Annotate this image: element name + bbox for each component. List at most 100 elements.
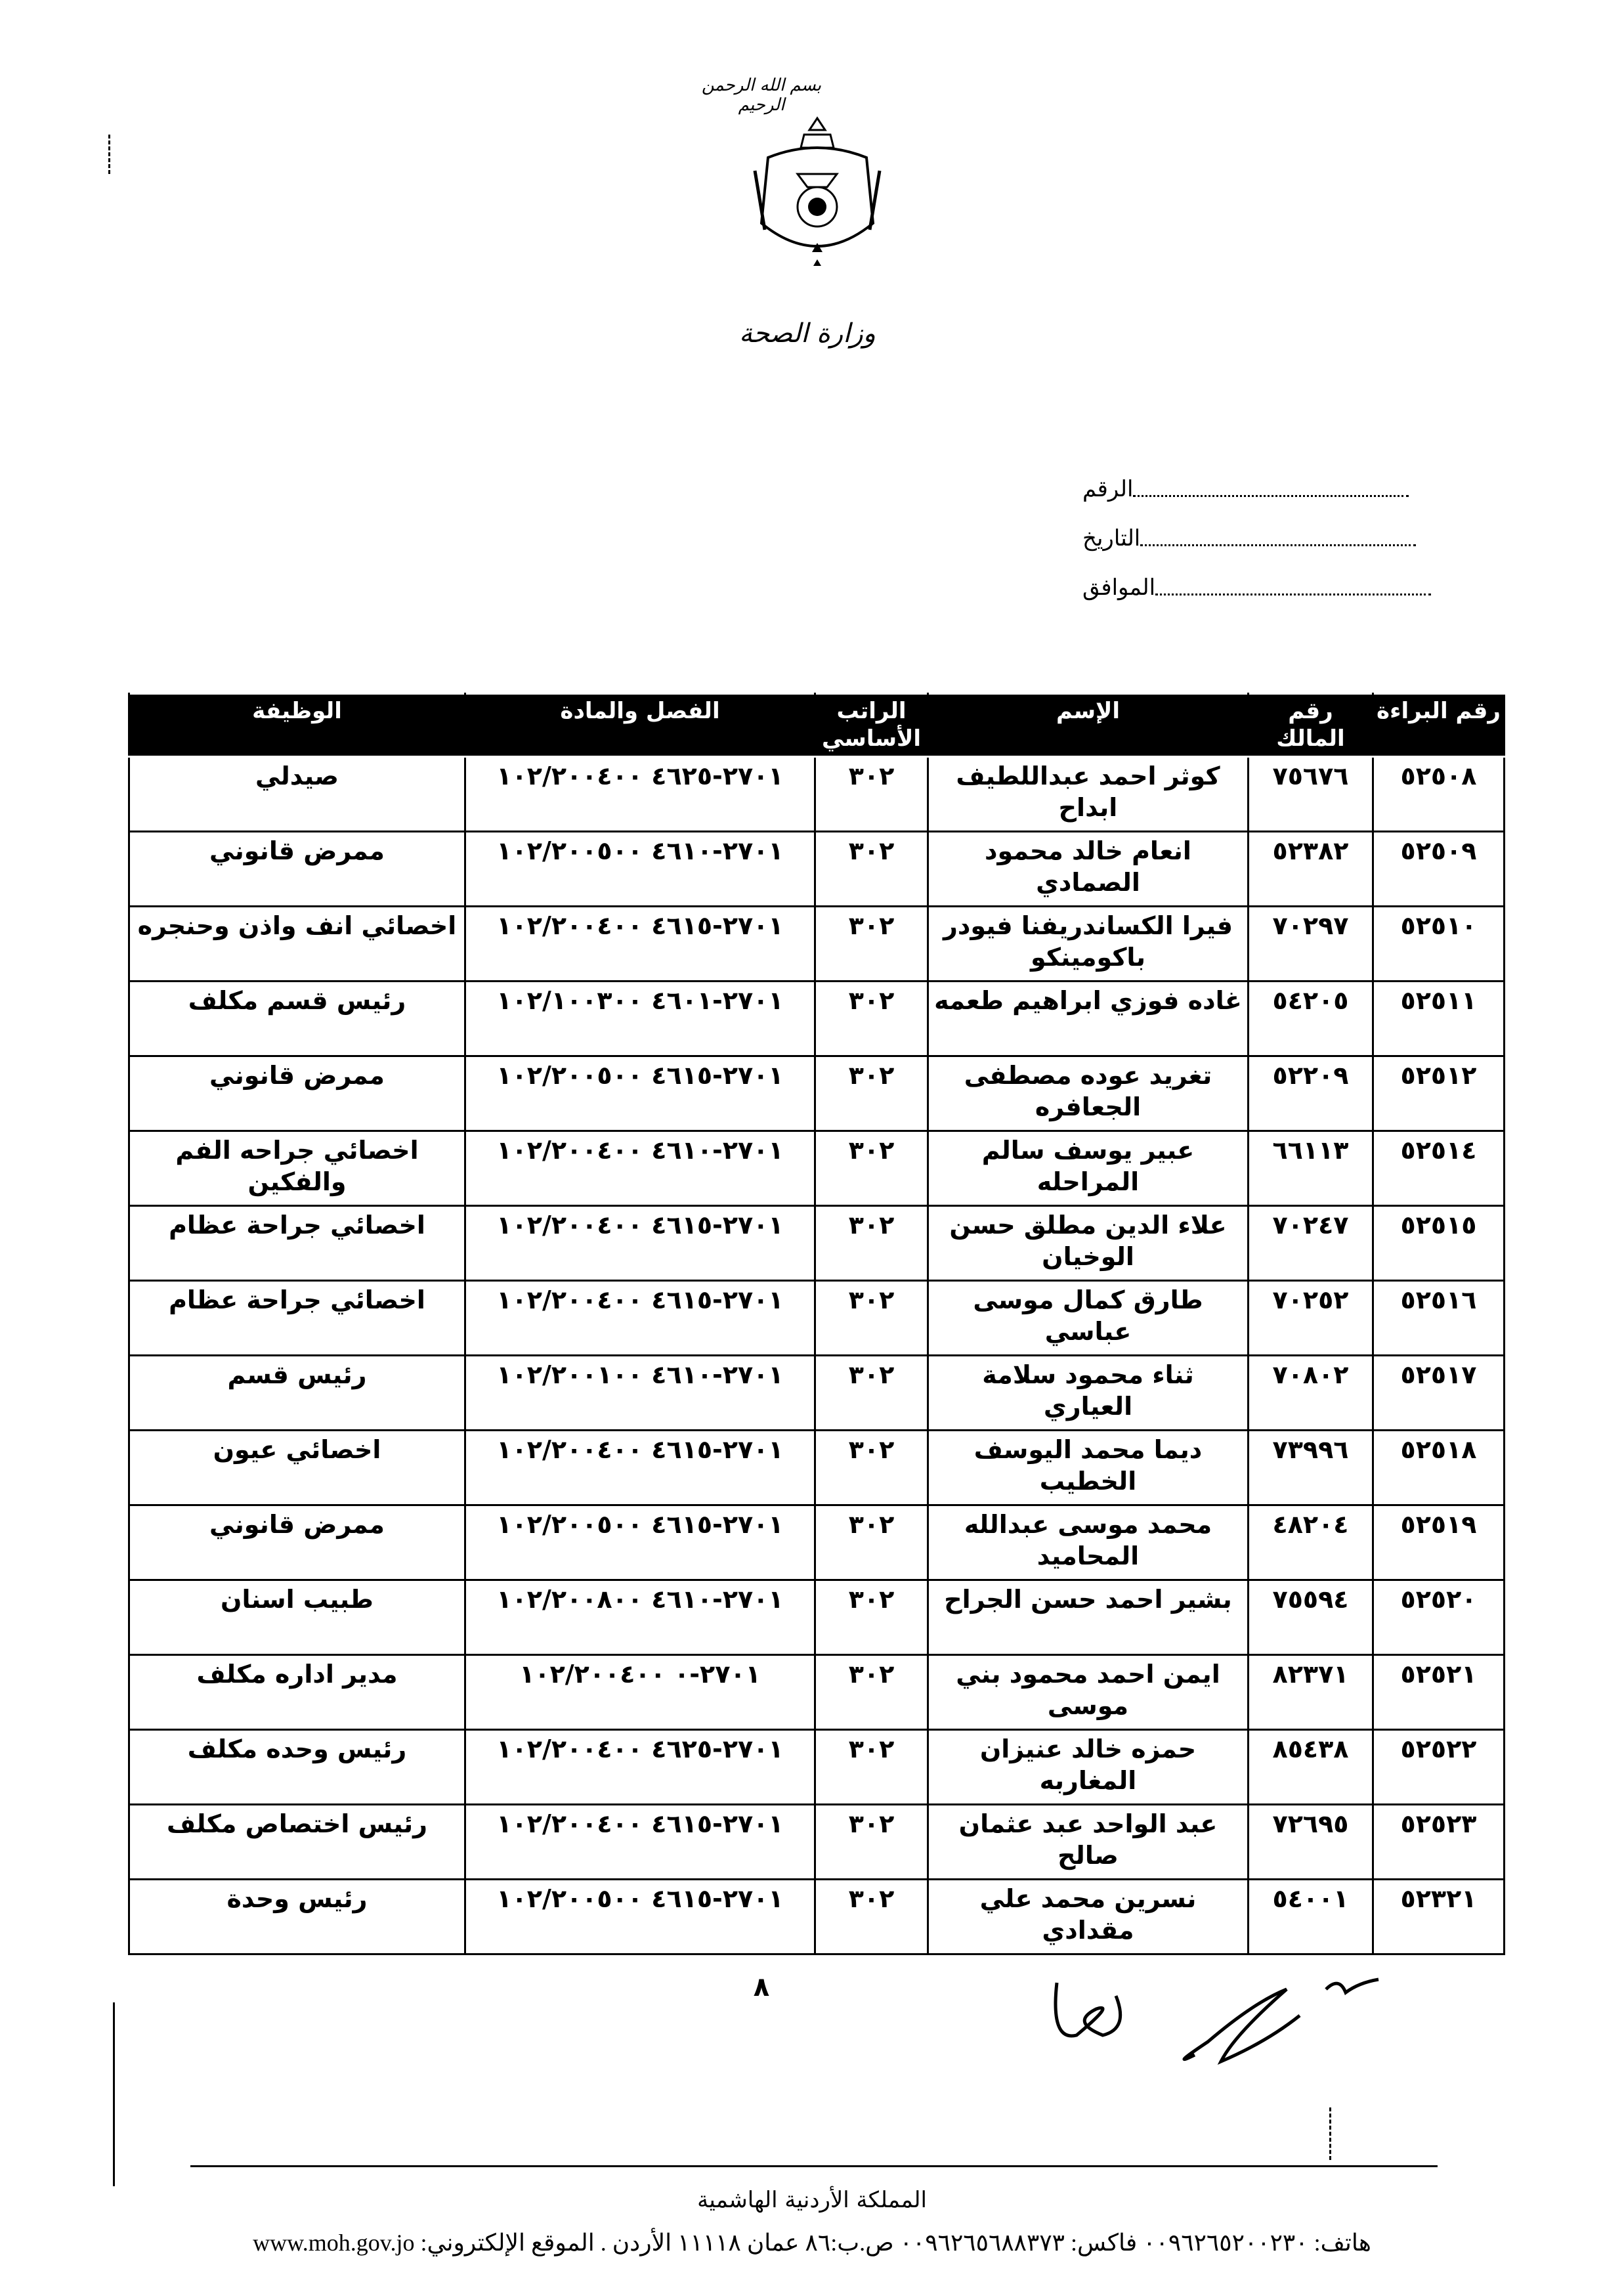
- cell-basic-salary: ٣٠٢: [814, 1729, 929, 1805]
- table-row: ٥٢٥٢٣ ٧٢٦٩٥ عبد الواحد عبد عثمان صالح ٣٠٢ ٢٧…: [128, 1803, 1505, 1880]
- cell-chapter-article: ٢٧٠١-٤٦١٠ ١٠٢/٢٠٠٨٠٠: [464, 1579, 816, 1656]
- table-row: ٥٢٥١٩ ٤٨٢٠٤ محمد موسى عبدالله المحاميد ٣٠٢ ٢…: [128, 1504, 1505, 1581]
- cell-job-title: رئيس قسم مكلف: [128, 980, 466, 1057]
- cell-owner-number: ٧٠٢٥٢: [1247, 1280, 1374, 1356]
- cell-basic-salary: ٣٠٢: [814, 1055, 929, 1132]
- table-row: ٥٢٥١٥ ٧٠٢٤٧ علاء الدين مطلق حسن الوخيان ٣٠٢…: [128, 1205, 1505, 1282]
- table-header-row: رقم البراءة رقم المالك الإسم الراتب الأس…: [128, 693, 1505, 758]
- cell-basic-salary: ٣٠٢: [814, 1878, 929, 1955]
- table-row: ٥٢٥٢٢ ٨٥٤٣٨ حمزه خالد عنيزان المغاربه ٣٠٢ ٢٧…: [128, 1729, 1505, 1805]
- cell-name: نسرين محمد علي مقدادي: [927, 1878, 1249, 1955]
- table-row: ٥٢٥١٢ ٥٢٢٠٩ تغريد عوده مصطفى الجعافره ٣٠٢ ٢٧…: [128, 1055, 1505, 1132]
- cell-basic-salary: ٣٠٢: [814, 1429, 929, 1506]
- cell-owner-number: ٧٢٦٩٥: [1247, 1803, 1374, 1880]
- col-name: الإسم: [927, 693, 1249, 758]
- hijri-date-field: الموافق: [1082, 574, 1542, 601]
- col-basic-salary: الراتب الأساسي: [814, 693, 929, 758]
- cell-job-title: ممرض قانوني: [128, 831, 466, 907]
- ref-number-field: الرقم: [1082, 476, 1542, 502]
- cell-job-title: مدير اداره مكلف: [128, 1654, 466, 1731]
- cell-license-number: ٥٢٥٢٠: [1372, 1579, 1505, 1656]
- cell-chapter-article: ٢٧٠١-٤٦١٥ ١٠٢/٢٠٠٤٠٠: [464, 1803, 816, 1880]
- cell-license-number: ٥٢٥١٠: [1372, 905, 1505, 982]
- cell-owner-number: ٥٤٠٠١: [1247, 1878, 1374, 1955]
- cell-basic-salary: ٣٠٢: [814, 980, 929, 1057]
- cell-chapter-article: ٢٧٠١-٤٦١٥ ١٠٢/٢٠٠٥٠٠: [464, 1504, 816, 1581]
- cell-chapter-article: ٢٧٠١-٤٦١٥ ١٠٢/٢٠٠٤٠٠: [464, 1429, 816, 1506]
- cell-job-title: اخصائي جراحه الفم والفكين: [128, 1130, 466, 1207]
- cell-license-number: ٥٢٥٢١: [1372, 1654, 1505, 1731]
- cell-name: ايمن احمد محمود بني موسى: [927, 1654, 1249, 1731]
- dotted-line: [1140, 544, 1417, 546]
- cell-job-title: رئيس وحدة: [128, 1878, 466, 1955]
- cell-license-number: ٥٢٥١٨: [1372, 1429, 1505, 1506]
- cell-basic-salary: ٣٠٢: [814, 756, 929, 832]
- table-row: ٥٢٥٢٠ ٧٥٥٩٤ بشير احمد حسن الجراح ٣٠٢ ٢٧٠١-٤٦…: [128, 1579, 1505, 1656]
- cell-license-number: ٥٢٣٢١: [1372, 1878, 1505, 1955]
- table-row: ٥٢٥٠٨ ٧٥٦٧٦ كوثر احمد عبداللطيف ابداح ٣٠٢ ٢٧…: [128, 756, 1505, 832]
- margin-line: [113, 2002, 115, 2186]
- cell-license-number: ٥٢٥١٥: [1372, 1205, 1505, 1282]
- cell-name: عبير يوسف سالم المراحله: [927, 1130, 1249, 1207]
- col-license-number: رقم البراءة: [1372, 693, 1505, 758]
- table-row: ٥٢٥١٦ ٧٠٢٥٢ طارق كمال موسى عباسي ٣٠٢ ٢٧٠١-٤٦…: [128, 1280, 1505, 1356]
- cell-job-title: رئيس قسم: [128, 1354, 466, 1431]
- signatures: [1054, 1977, 1379, 2065]
- cell-chapter-article: ٢٧٠١-٤٦١٥ ١٠٢/٢٠٠٤٠٠: [464, 1280, 816, 1356]
- cell-basic-salary: ٣٠٢: [814, 1504, 929, 1581]
- cell-job-title: طبيب اسنان: [128, 1579, 466, 1656]
- cell-license-number: ٥٢٥١٧: [1372, 1354, 1505, 1431]
- cell-owner-number: ٨٥٤٣٨: [1247, 1729, 1374, 1805]
- employees-table: رقم البراءة رقم المالك الإسم الراتب الأس…: [128, 693, 1505, 1955]
- cell-chapter-article: ٢٧٠١-٤٦٢٥ ١٠٢/٢٠٠٤٠٠: [464, 1729, 816, 1805]
- col-owner-number: رقم المالك: [1247, 693, 1374, 758]
- cell-chapter-article: ٢٧٠١-٤٦١٥ ١٠٢/٢٠٠٤٠٠: [464, 1205, 816, 1282]
- cell-job-title: رئيس اختصاص مكلف: [128, 1803, 466, 1880]
- cell-owner-number: ٧٣٩٩٦: [1247, 1429, 1374, 1506]
- cell-job-title: اخصائي جراحة عظام: [128, 1205, 466, 1282]
- ministry-name: وزارة الصحة: [739, 318, 876, 349]
- dotted-line: [1133, 494, 1409, 497]
- cell-chapter-article: ٢٧٠١-٤٦١٠ ١٠٢/٢٠٠٥٠٠: [464, 831, 816, 907]
- cell-name: انعام خالد محمود الصمادي: [927, 831, 1249, 907]
- cell-owner-number: ٦٦١١٣: [1247, 1130, 1374, 1207]
- cell-job-title: اخصائي انف واذن وحنجره: [128, 905, 466, 982]
- footer-kingdom: المملكة الأردنية الهاشمية: [697, 2187, 927, 2213]
- table-row: ٥٢٥١٨ ٧٣٩٩٦ ديما محمد اليوسف الخطيب ٣٠٢ ٢٧٠١…: [128, 1429, 1505, 1506]
- cell-name: محمد موسى عبدالله المحاميد: [927, 1504, 1249, 1581]
- cell-job-title: ممرض قانوني: [128, 1504, 466, 1581]
- cell-license-number: ٥٢٥٢٣: [1372, 1803, 1505, 1880]
- margin-mark: [108, 135, 110, 174]
- cell-owner-number: ٥٢٣٨٢: [1247, 831, 1374, 907]
- cell-basic-salary: ٣٠٢: [814, 905, 929, 982]
- cell-license-number: ٥٢٥١٩: [1372, 1504, 1505, 1581]
- table-row: ٥٢٥١٤ ٦٦١١٣ عبير يوسف سالم المراحله ٣٠٢ ٢٧٠١…: [128, 1130, 1505, 1207]
- cell-license-number: ٥٢٥٠٩: [1372, 831, 1505, 907]
- table-row: ٥٢٥١١ ٥٤٢٠٥ غاده فوزي ابراهيم طعمه ٣٠٢ ٢٧٠١-…: [128, 980, 1505, 1057]
- cell-chapter-article: ٢٧٠١-٤٦١٠ ١٠٢/٢٠٠١٠٠: [464, 1354, 816, 1431]
- date-field: التاريخ: [1082, 525, 1542, 551]
- footer-divider: [190, 2165, 1438, 2167]
- cell-basic-salary: ٣٠٢: [814, 1280, 929, 1356]
- cell-chapter-article: ٢٧٠١-٤٦١٥ ١٠٢/٢٠٠٥٠٠: [464, 1878, 816, 1955]
- cell-name: بشير احمد حسن الجراح: [927, 1579, 1249, 1656]
- cell-job-title: اخصائي جراحة عظام: [128, 1280, 466, 1356]
- cell-owner-number: ٧٠٨٠٢: [1247, 1354, 1374, 1431]
- cell-owner-number: ٥٤٢٠٥: [1247, 980, 1374, 1057]
- cell-name: تغريد عوده مصطفى الجعافره: [927, 1055, 1249, 1132]
- cell-name: حمزه خالد عنيزان المغاربه: [927, 1729, 1249, 1805]
- cell-name: كوثر احمد عبداللطيف ابداح: [927, 756, 1249, 832]
- cell-job-title: رئيس وحده مكلف: [128, 1729, 466, 1805]
- cell-owner-number: ٥٢٢٠٩: [1247, 1055, 1374, 1132]
- dotted-line: [1155, 593, 1432, 595]
- cell-basic-salary: ٣٠٢: [814, 1579, 929, 1656]
- cell-chapter-article: ٢٧٠١-٤٦١٥ ١٠٢/٢٠٠٤٠٠: [464, 905, 816, 982]
- cell-owner-number: ٧٠٢٩٧: [1247, 905, 1374, 982]
- cell-name: علاء الدين مطلق حسن الوخيان: [927, 1205, 1249, 1282]
- cell-name: ديما محمد اليوسف الخطيب: [927, 1429, 1249, 1506]
- margin-mark: [1329, 2107, 1331, 2160]
- cell-license-number: ٥٢٥١٤: [1372, 1130, 1505, 1207]
- col-job-title: الوظيفة: [128, 693, 466, 758]
- table-row: ٥٢٥٠٩ ٥٢٣٨٢ انعام خالد محمود الصمادي ٣٠٢ ٢٧٠…: [128, 831, 1505, 907]
- hijri-date-label: الموافق: [1082, 576, 1156, 600]
